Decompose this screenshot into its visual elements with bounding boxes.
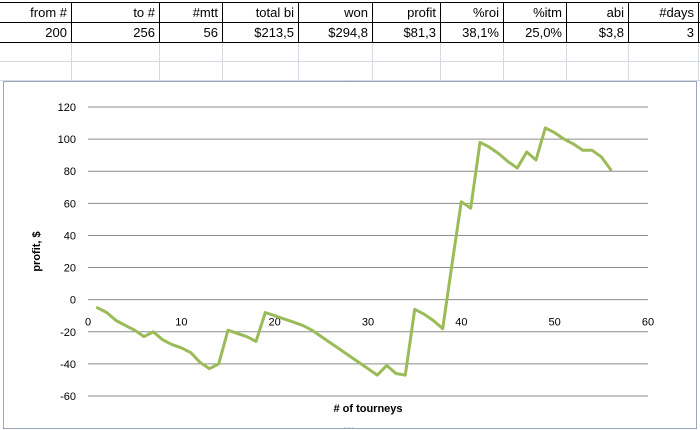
value-cell[interactable]: 256 (72, 22, 160, 42)
y-tick-label: 60 (64, 198, 76, 210)
y-axis-title: profit, $ (31, 231, 43, 271)
empty-cell[interactable] (299, 43, 373, 61)
header-cell[interactable]: %roi (441, 3, 504, 22)
header-cell[interactable]: to # (72, 3, 160, 22)
empty-row (0, 62, 700, 81)
resize-handle-top[interactable]: .... (343, 78, 355, 84)
x-tick-label: 30 (362, 317, 374, 329)
value-cell[interactable]: $3,8 (567, 22, 629, 42)
header-cell[interactable]: total bi (223, 3, 299, 22)
empty-cell[interactable] (299, 62, 373, 80)
header-cell[interactable]: #mtt (160, 3, 223, 22)
header-cell[interactable]: won (299, 3, 373, 22)
y-tick-label: -60 (60, 391, 76, 403)
y-tick-label: -40 (60, 359, 76, 371)
value-cell[interactable]: 38,1% (441, 22, 504, 42)
empty-cell[interactable] (441, 43, 504, 61)
empty-cell[interactable] (223, 62, 299, 80)
x-tick-label: 60 (642, 317, 654, 329)
y-tick-label: 80 (64, 166, 76, 178)
x-tick-label: 50 (549, 317, 561, 329)
value-cell[interactable]: 56 (160, 22, 223, 42)
resize-handle-bottom[interactable]: .... (343, 424, 355, 430)
value-cell[interactable]: 3 (629, 22, 699, 42)
x-axis-title: # of tourneys (333, 403, 402, 415)
value-cell[interactable]: 25,0% (504, 22, 567, 42)
header-cell[interactable]: abi (567, 3, 629, 22)
empty-cell[interactable] (160, 43, 223, 61)
empty-cell[interactable] (160, 62, 223, 80)
line-chart: 120 100 80 60 40 20 0 -20 -40 -60 0 10 20 30 40 50 60 # o… (31, 102, 654, 415)
header-cell[interactable]: #days (629, 3, 699, 22)
x-tick-label: 40 (455, 317, 467, 329)
x-tick-label: 10 (175, 317, 187, 329)
empty-cell[interactable] (72, 43, 160, 61)
empty-cell[interactable] (0, 43, 72, 61)
empty-cell[interactable] (567, 43, 629, 61)
header-cell[interactable]: profit (373, 3, 441, 22)
y-tick-label: 0 (70, 295, 76, 307)
empty-cell[interactable] (72, 62, 160, 80)
empty-cell[interactable] (0, 62, 72, 80)
empty-cell[interactable] (504, 62, 567, 80)
value-row: 200 256 56 $213,5 $294,8 $81,3 38,1% 25,0% $3,8 3 (0, 22, 700, 43)
spreadsheet-grid: from # to # #mtt total bi won profit %roi %itm a… (0, 0, 700, 81)
chart-object[interactable]: .... .... 120 100 80 60 40 20 0 -20 -40 -60 0 10 20 3… (3, 78, 697, 430)
empty-cell[interactable] (373, 62, 441, 80)
header-cell[interactable]: %itm (504, 3, 567, 22)
value-cell[interactable]: $213,5 (223, 22, 299, 42)
empty-cell[interactable] (223, 43, 299, 61)
profit-series-line (95, 126, 613, 377)
y-tick-label: 40 (64, 230, 76, 242)
empty-cell[interactable] (629, 62, 699, 80)
empty-cell[interactable] (629, 43, 699, 61)
y-tick-label: -20 (60, 327, 76, 339)
empty-cell[interactable] (441, 62, 504, 80)
y-tick-label: 120 (58, 102, 76, 114)
empty-cell[interactable] (373, 43, 441, 61)
empty-row (0, 43, 700, 62)
header-row: from # to # #mtt total bi won profit %roi %itm a… (0, 2, 700, 23)
value-cell[interactable]: $294,8 (299, 22, 373, 42)
y-tick-label: 100 (58, 134, 76, 146)
value-cell[interactable]: $81,3 (373, 22, 441, 42)
empty-cell[interactable] (567, 62, 629, 80)
value-cell[interactable]: 200 (0, 22, 72, 42)
empty-cell[interactable] (504, 43, 567, 61)
x-tick-label: 20 (269, 317, 281, 329)
x-tick-label: 0 (85, 317, 91, 329)
y-tick-label: 20 (64, 263, 76, 275)
header-cell[interactable]: from # (0, 3, 72, 22)
